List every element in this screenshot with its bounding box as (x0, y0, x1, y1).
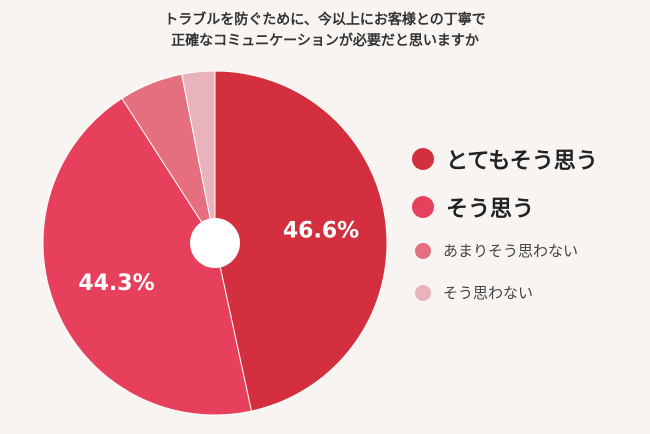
legend-item-strongly-agree: とてもそう思う (412, 143, 598, 175)
legend-swatch-strongly-agree (412, 148, 434, 170)
legend-label-agree: そう思う (446, 197, 535, 222)
legend-label-disagree: そう思わない (443, 284, 534, 302)
legend-swatch-somewhat-disagree (415, 242, 431, 259)
pie-slice-disagree (181, 70, 216, 244)
chart-title-line-1: トラブルを防ぐために、今以上にお客様との丁寧で (164, 12, 486, 28)
data-label-strongly-agree: 46.6% (283, 219, 359, 244)
pie-center-hole (190, 218, 240, 268)
legend-label-strongly-agree: とてもそう思う (446, 149, 598, 174)
legend-item-agree: そう思う (412, 191, 534, 223)
legend-label-somewhat-disagree: あまりそう思わない (443, 242, 579, 260)
legend-swatch-agree (412, 196, 434, 218)
pie-slice-agree (42, 97, 253, 416)
data-label-agree: 44.3% (78, 271, 154, 296)
chart-title: トラブルを防ぐために、今以上にお客様との丁寧で 正確なコミュニケーションが必要だ… (0, 10, 650, 52)
legend-item-disagree: そう思わない (412, 282, 533, 303)
legend-swatch-disagree (415, 284, 431, 301)
legend-item-somewhat-disagree: あまりそう思わない (412, 240, 578, 261)
pie-slice-strongly-agree (214, 70, 388, 412)
chart-title-line-2: 正確なコミュニケーションが必要だと思いますか (171, 33, 479, 49)
